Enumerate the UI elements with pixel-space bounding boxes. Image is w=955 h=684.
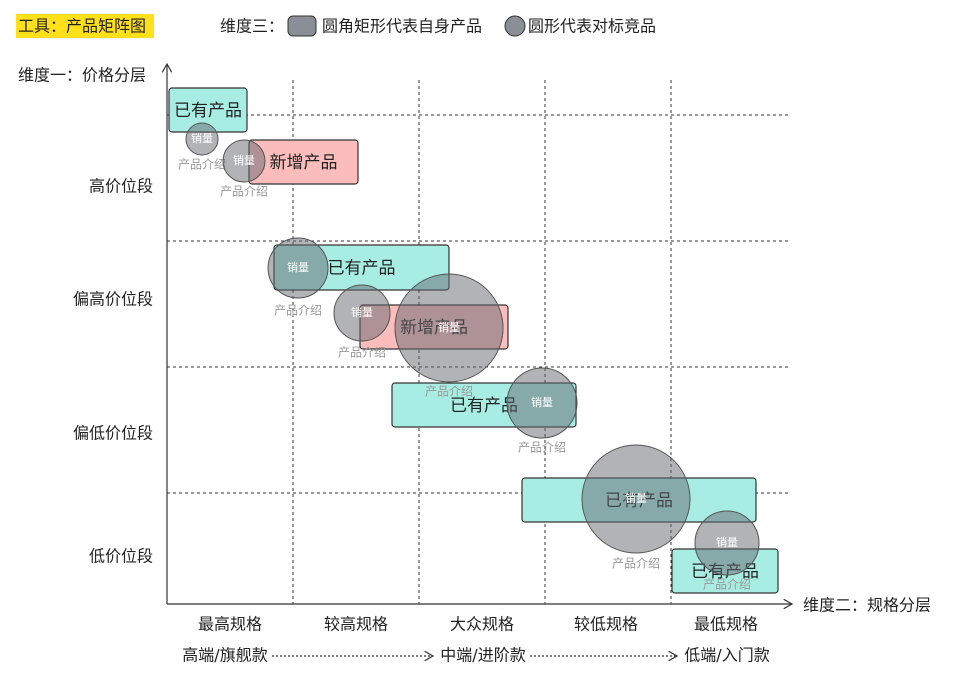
competitor-sales: 销量: [191, 131, 213, 145]
y-axis-title: 维度一：价格分层: [18, 66, 146, 85]
legend-rect: [287, 15, 317, 37]
legend-competitor: 圆形代表对标竞品: [528, 17, 656, 36]
competitor-circle: [694, 510, 760, 576]
y-level: 偏低价位段: [73, 424, 153, 443]
competitor-sales: 销量: [716, 535, 738, 549]
legend-circle: [504, 15, 526, 37]
x-level: 大众规格: [450, 615, 514, 634]
tool-label: 工具：产品矩阵图: [18, 17, 146, 36]
x-axis-title: 维度二：规格分层: [803, 596, 931, 615]
competitor-circle: [185, 122, 219, 156]
product-label: 已有产品: [174, 101, 242, 121]
y-level: 偏高价位段: [73, 290, 153, 309]
competitor-circle: [581, 444, 691, 554]
competitor-sales: 销量: [531, 395, 553, 409]
segment-label: 低端/入门款: [684, 646, 769, 665]
segment-label: 高端/旗舰款: [182, 646, 267, 665]
competitor-intro: 产品介绍: [338, 346, 386, 360]
grid: [167, 80, 790, 604]
legend-title: 维度三：: [220, 17, 284, 36]
competitor-sales: 销量: [287, 260, 309, 274]
tool-highlight: [16, 14, 154, 38]
competitor-intro: 产品介绍: [612, 557, 660, 571]
x-level: 较低规格: [574, 615, 638, 634]
competitor-intro: 产品介绍: [703, 578, 751, 592]
competitor-intro: 产品介绍: [178, 158, 226, 172]
competitor-sales: 销量: [625, 491, 647, 505]
x-level: 最高规格: [198, 615, 262, 634]
competitor-sales: 销量: [351, 305, 373, 319]
x-level: 最低规格: [694, 615, 758, 634]
competitor-intro: 产品介绍: [518, 441, 566, 455]
product-label: 已有产品: [328, 259, 396, 279]
competitor-circle: [267, 237, 329, 299]
competitor-circle: [506, 367, 578, 439]
legend-self: 圆角矩形代表自身产品: [322, 17, 482, 36]
y-level: 低价位段: [89, 547, 153, 566]
competitor-circle: [222, 139, 266, 183]
competitor-circle: [333, 284, 391, 342]
y-level: 高价位段: [89, 177, 153, 196]
x-level: 较高规格: [324, 615, 388, 634]
segment-label: 中端/进阶款: [440, 646, 525, 665]
competitor-intro: 产品介绍: [425, 385, 473, 399]
competitor-intro: 产品介绍: [220, 185, 268, 199]
product-label: 已有产品: [450, 396, 518, 416]
product-label: 新增产品: [270, 153, 338, 173]
competitor-circle: [394, 273, 504, 383]
competitor-sales: 销量: [438, 320, 460, 334]
competitor-sales: 销量: [233, 153, 255, 167]
competitor-intro: 产品介绍: [274, 304, 322, 318]
